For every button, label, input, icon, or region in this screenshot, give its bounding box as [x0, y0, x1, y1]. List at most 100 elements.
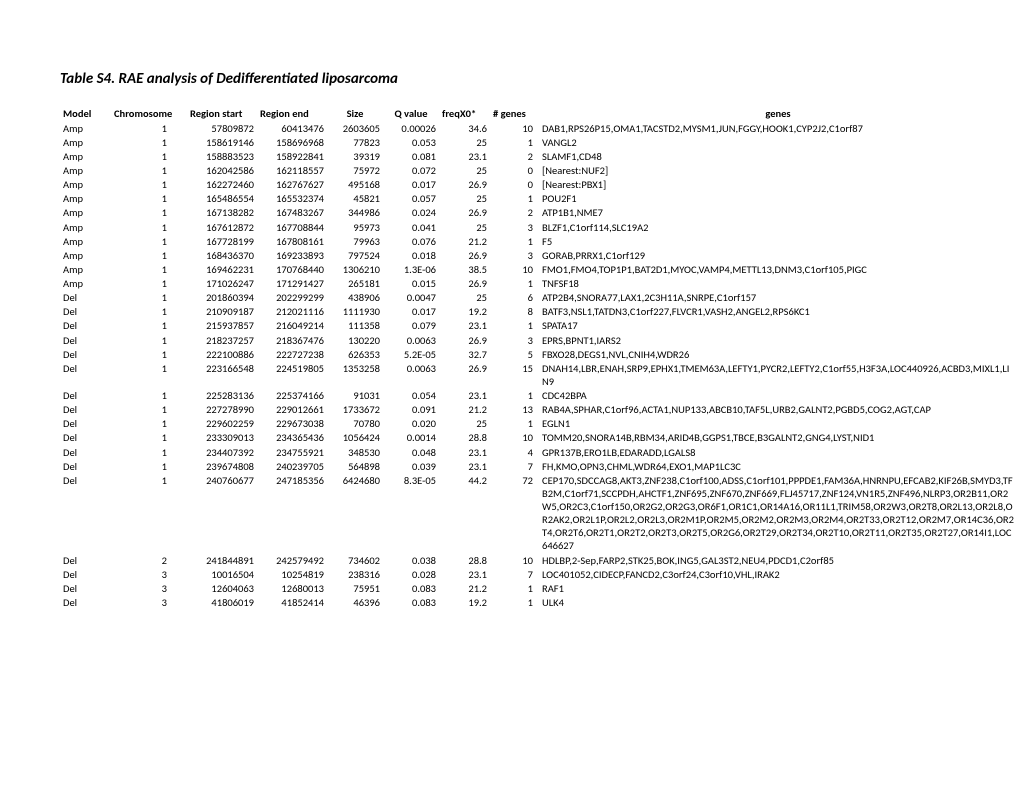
col-header: Q value: [383, 106, 439, 121]
cell: Amp: [60, 234, 111, 248]
cell: 23.1: [439, 567, 490, 581]
cell: Amp: [60, 135, 111, 149]
cell: 229012661: [257, 403, 327, 417]
cell: 1: [490, 581, 536, 595]
cell: Del: [60, 319, 111, 333]
cell: 60413476: [257, 121, 327, 135]
cell: 15: [490, 361, 536, 388]
cell: 1: [111, 403, 187, 417]
cell: 0.038: [383, 553, 439, 567]
cell: 170768440: [257, 262, 327, 276]
col-header: Region start: [187, 106, 257, 121]
cell: Del: [60, 459, 111, 473]
cell: 171291427: [257, 277, 327, 291]
cell: 10: [490, 262, 536, 276]
cell: Amp: [60, 178, 111, 192]
cell: 26.9: [439, 333, 490, 347]
cell: 1: [111, 305, 187, 319]
cell: 25: [439, 164, 490, 178]
cell: 25: [439, 220, 490, 234]
cell: 797524: [327, 248, 383, 262]
cell: 25: [439, 192, 490, 206]
cell: 75972: [327, 164, 383, 178]
table-row: Del22418448912425794927346020.03828.810H…: [60, 553, 1017, 567]
cell: 2: [490, 206, 536, 220]
cell: 10016504: [187, 567, 257, 581]
cell: Del: [60, 333, 111, 347]
cell: CEP170,SDCCAG8,AKT3,ZNF238,C1orf100,ADSS…: [536, 473, 1017, 553]
cell: 222727238: [257, 347, 327, 361]
cell: 223166548: [187, 361, 257, 388]
cell: 1: [111, 178, 187, 192]
table-row: Del122316654822451980513532580.006326.91…: [60, 361, 1017, 388]
cell: 28.8: [439, 553, 490, 567]
cell: 234365436: [257, 431, 327, 445]
cell: TNFSF18: [536, 277, 1017, 291]
cell: 165486554: [187, 192, 257, 206]
cell: 2603605: [327, 121, 383, 135]
table-header: ModelChromosomeRegion startRegion endSiz…: [60, 106, 1017, 121]
cell: DNAH14,LBR,ENAH,SRP9,EPHX1,TMEM63A,LEFTY…: [536, 361, 1017, 388]
cell: 734602: [327, 553, 383, 567]
cell: EGLN1: [536, 417, 1017, 431]
cell: 0.083: [383, 595, 439, 609]
cell: 7: [490, 459, 536, 473]
cell: 1: [111, 234, 187, 248]
cell: 1: [490, 595, 536, 609]
cell: 1: [111, 121, 187, 135]
table-row: Del12221008862227272386263535.2E-0532.75…: [60, 347, 1017, 361]
cell: 21.2: [439, 403, 490, 417]
cell: 0.091: [383, 403, 439, 417]
cell: 13: [490, 403, 536, 417]
cell: 234755921: [257, 445, 327, 459]
cell: [Nearest:NUF2]: [536, 164, 1017, 178]
cell: 23.1: [439, 459, 490, 473]
cell: 1: [111, 333, 187, 347]
cell: POU2F1: [536, 192, 1017, 206]
cell: Del: [60, 417, 111, 431]
cell: 158696968: [257, 135, 327, 149]
cell: Amp: [60, 206, 111, 220]
table-row: Del1225283136225374166910310.05423.11CDC…: [60, 389, 1017, 403]
cell: 4: [490, 445, 536, 459]
cell: 77823: [327, 135, 383, 149]
cell: 3: [490, 220, 536, 234]
cell: 202299299: [257, 291, 327, 305]
table-row: Del12182372572183674761302200.006326.93E…: [60, 333, 1017, 347]
cell: 1306210: [327, 262, 383, 276]
cell: 1: [490, 319, 536, 333]
cell: 23.1: [439, 319, 490, 333]
cell: DAB1,RPS26P15,OMA1,TACSTD2,MYSM1,JUN,FGG…: [536, 121, 1017, 135]
cell: EPRS,BPNT1,IARS2: [536, 333, 1017, 347]
cell: 158922841: [257, 149, 327, 163]
cell: 1: [111, 445, 187, 459]
cell: 1: [111, 473, 187, 553]
cell: 626353: [327, 347, 383, 361]
cell: 0.057: [383, 192, 439, 206]
page-container: Table S4. RAE analysis of Dedifferentiat…: [0, 0, 1020, 630]
cell: 1: [111, 417, 187, 431]
cell: 229673038: [257, 417, 327, 431]
table-row: Del31260406312680013759510.08321.21RAF1: [60, 581, 1017, 595]
col-header: genes: [536, 106, 1017, 121]
cell: 168436370: [187, 248, 257, 262]
cell: 1: [111, 291, 187, 305]
table-title: Table S4. RAE analysis of Dedifferentiat…: [60, 70, 960, 88]
cell: Del: [60, 403, 111, 417]
cell: Del: [60, 389, 111, 403]
cell: 41852414: [257, 595, 327, 609]
cell: 26.9: [439, 277, 490, 291]
cell: BATF3,NSL1,TATDN3,C1orf227,FLVCR1,VASH2,…: [536, 305, 1017, 319]
table-row: Del34180601941852414463960.08319.21ULK4: [60, 595, 1017, 609]
cell: 57809872: [187, 121, 257, 135]
cell: Del: [60, 291, 111, 305]
table-row: Amp11710262471712914272651810.01526.91TN…: [60, 277, 1017, 291]
cell: 240239705: [257, 459, 327, 473]
table-row: Amp1158619146158696968778230.053251VANGL…: [60, 135, 1017, 149]
cell: Amp: [60, 220, 111, 234]
cell: 167808161: [257, 234, 327, 248]
col-header: Model: [60, 106, 111, 121]
cell: 5.2E-05: [383, 347, 439, 361]
cell: 0.028: [383, 567, 439, 581]
cell: 0.0014: [383, 431, 439, 445]
